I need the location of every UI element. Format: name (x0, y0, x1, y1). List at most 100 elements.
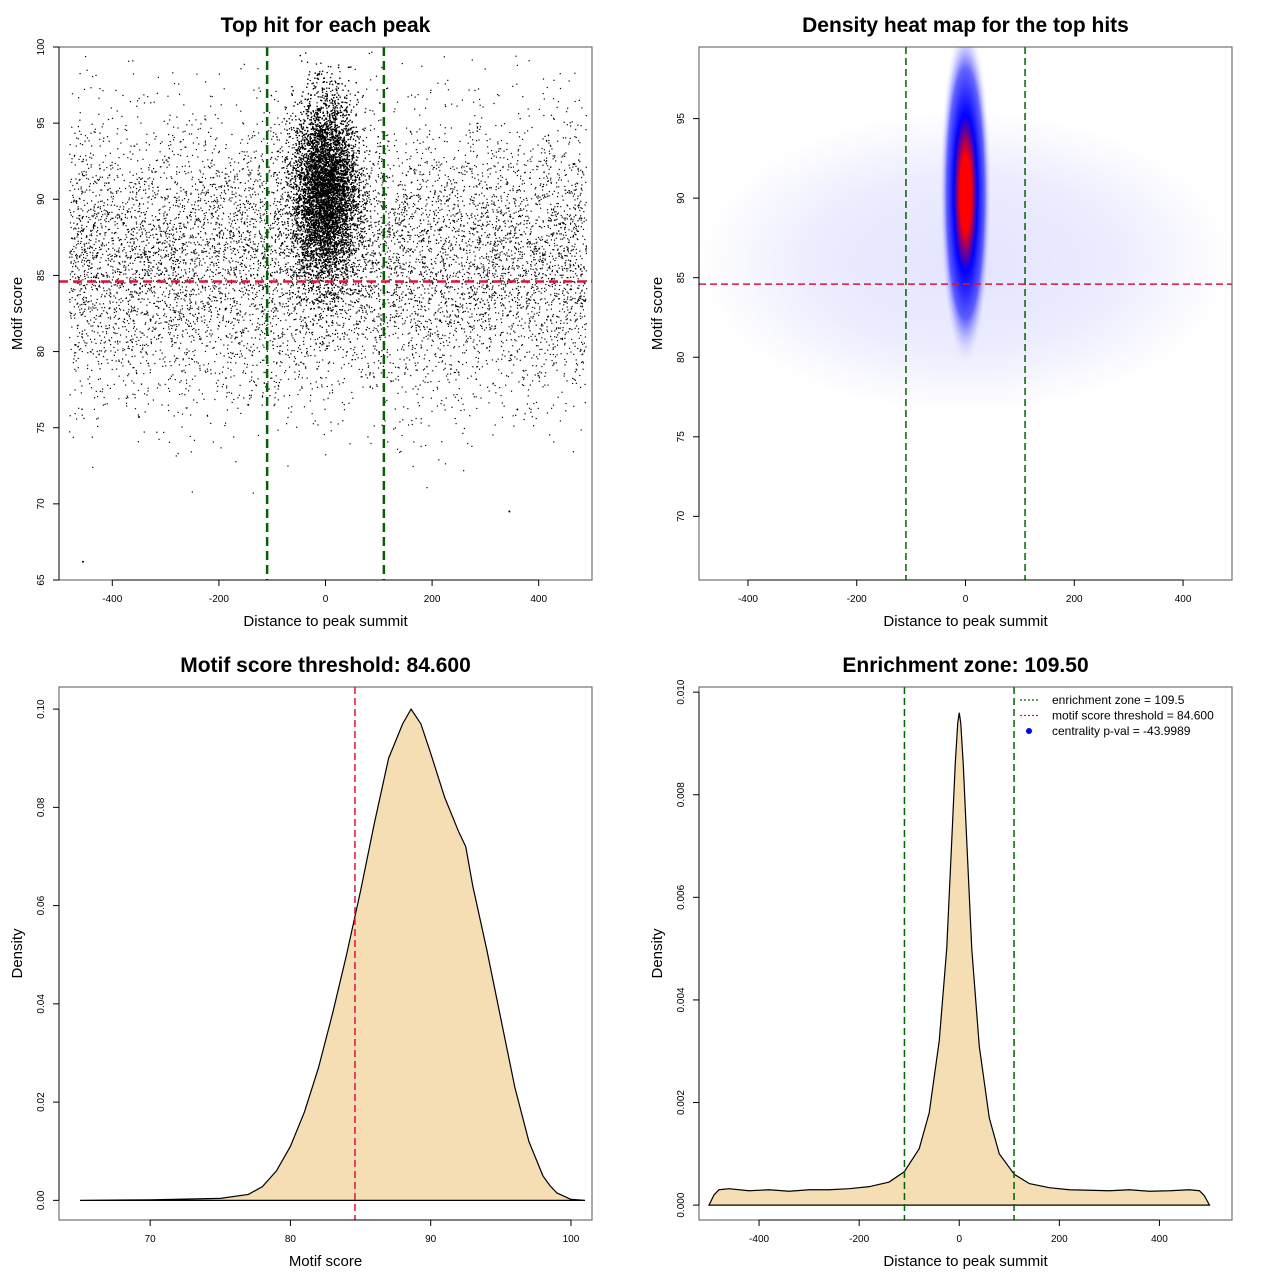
data-point (503, 123, 506, 125)
data-point (235, 260, 237, 263)
data-point (353, 150, 355, 152)
data-point (214, 183, 216, 186)
data-point (471, 326, 473, 328)
data-point (136, 311, 138, 313)
data-point (175, 328, 177, 330)
data-point (153, 286, 156, 288)
data-point (122, 380, 125, 382)
data-point (136, 292, 138, 295)
data-point (76, 233, 79, 235)
data-point (457, 276, 459, 278)
data-point (362, 221, 364, 223)
data-point (168, 157, 170, 159)
data-point (353, 146, 355, 148)
data-point (240, 221, 243, 223)
data-point (376, 349, 378, 351)
data-point (172, 139, 175, 141)
data-point (86, 177, 88, 180)
data-point (181, 281, 183, 283)
data-point (567, 205, 569, 207)
data-point (192, 236, 194, 238)
data-point (104, 341, 107, 343)
data-point (230, 282, 233, 284)
data-point (457, 314, 459, 317)
data-point (96, 182, 98, 184)
data-point (541, 348, 543, 350)
data-point (415, 261, 417, 263)
data-point (442, 275, 444, 277)
data-point (534, 275, 537, 277)
data-point (340, 143, 342, 145)
data-point (426, 203, 428, 205)
data-point (257, 193, 259, 195)
data-point (229, 213, 232, 215)
data-point (111, 240, 113, 242)
data-point (92, 191, 94, 194)
data-point (299, 348, 301, 350)
data-point (323, 399, 325, 401)
data-point (207, 222, 209, 224)
data-point (568, 215, 571, 217)
data-point (106, 210, 108, 213)
data-point (87, 276, 89, 278)
data-point (548, 244, 551, 247)
data-point (306, 350, 308, 353)
data-point (150, 288, 152, 290)
data-point (236, 302, 238, 305)
data-point (144, 253, 147, 255)
data-point (207, 301, 209, 303)
data-point (288, 234, 290, 236)
data-point (438, 233, 440, 235)
data-point (89, 376, 91, 378)
data-point (457, 204, 459, 206)
data-point (223, 344, 225, 346)
data-point (288, 356, 290, 359)
data-point (270, 249, 272, 251)
data-point (303, 228, 305, 230)
data-point (557, 248, 559, 250)
data-point (220, 292, 222, 294)
data-point (155, 135, 157, 138)
data-point (148, 188, 150, 190)
data-point (510, 390, 513, 392)
data-point (388, 276, 390, 278)
data-point (546, 269, 548, 271)
data-point (83, 310, 85, 312)
data-point (460, 409, 462, 412)
data-point (535, 203, 537, 205)
data-point (209, 257, 211, 260)
data-point (131, 291, 133, 293)
data-point (238, 226, 240, 228)
data-point (374, 271, 376, 273)
data-point (301, 190, 303, 192)
data-point (437, 229, 439, 231)
data-point (311, 222, 313, 224)
data-point (230, 337, 232, 339)
data-point (427, 334, 429, 336)
data-point (457, 371, 459, 373)
data-point (476, 186, 478, 188)
data-point (466, 341, 468, 343)
data-point (556, 369, 558, 371)
data-point (452, 247, 454, 249)
data-point (109, 292, 111, 294)
data-point (256, 326, 258, 328)
data-point (276, 159, 278, 161)
data-point (177, 334, 179, 336)
data-point (104, 219, 106, 221)
data-point (86, 283, 88, 286)
data-point (409, 255, 411, 257)
data-point (495, 250, 497, 252)
data-point (440, 191, 442, 193)
data-point (542, 183, 545, 186)
data-point (438, 217, 440, 220)
data-point (580, 296, 582, 298)
data-point (361, 305, 363, 307)
data-point (469, 168, 471, 171)
data-point (149, 301, 151, 304)
data-point (463, 225, 465, 227)
data-point (131, 248, 133, 250)
data-point (579, 292, 581, 294)
data-point (217, 243, 219, 245)
data-point (134, 290, 136, 292)
